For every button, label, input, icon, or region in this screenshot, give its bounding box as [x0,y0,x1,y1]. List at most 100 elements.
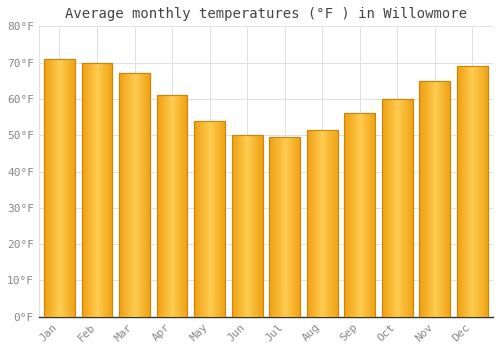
Bar [447,81,448,317]
Bar [216,121,217,317]
Bar [220,121,221,317]
Bar [422,81,424,317]
Bar [48,59,49,317]
Bar [138,74,140,317]
Bar [311,130,312,317]
Bar [202,121,203,317]
Bar [480,66,482,317]
Bar [175,95,176,317]
Bar [368,113,369,317]
Bar [297,137,298,317]
Bar [72,59,73,317]
Bar [428,81,430,317]
Bar [384,99,385,317]
Bar [130,74,132,317]
Bar [463,66,464,317]
Bar [312,130,313,317]
Bar [442,81,443,317]
Bar [102,63,103,317]
Bar [250,135,252,317]
Bar [204,121,206,317]
Bar [247,135,248,317]
Bar [232,135,233,317]
Bar [258,135,260,317]
Bar [145,74,146,317]
Bar [186,95,188,317]
Bar [466,66,468,317]
Bar [56,59,58,317]
Bar [324,130,326,317]
Bar [134,74,136,317]
Bar [45,59,46,317]
Bar [445,81,446,317]
Bar [356,113,358,317]
Bar [307,130,338,317]
Bar [393,99,394,317]
Bar [246,135,247,317]
Bar [295,137,296,317]
Bar [47,59,48,317]
Bar [82,63,112,317]
Bar [358,113,359,317]
Bar [184,95,186,317]
Bar [58,59,59,317]
Bar [208,121,210,317]
Bar [156,95,188,317]
Bar [64,59,66,317]
Bar [110,63,112,317]
Bar [70,59,72,317]
Bar [106,63,108,317]
Bar [282,137,284,317]
Bar [132,74,134,317]
Bar [240,135,241,317]
Bar [404,99,406,317]
Bar [348,113,350,317]
Bar [252,135,254,317]
Bar [432,81,433,317]
Bar [200,121,202,317]
Bar [382,99,412,317]
Bar [359,113,360,317]
Bar [122,74,123,317]
Bar [144,74,145,317]
Bar [121,74,122,317]
Bar [387,99,388,317]
Bar [344,113,375,317]
Bar [487,66,488,317]
Bar [148,74,149,317]
Bar [371,113,372,317]
Bar [276,137,278,317]
Bar [362,113,363,317]
Bar [437,81,438,317]
Bar [309,130,310,317]
Bar [156,95,158,317]
Bar [180,95,182,317]
Bar [314,130,315,317]
Bar [206,121,208,317]
Bar [408,99,410,317]
Bar [426,81,428,317]
Bar [383,99,384,317]
Bar [370,113,371,317]
Bar [316,130,317,317]
Bar [182,95,184,317]
Bar [169,95,170,317]
Bar [435,81,436,317]
Bar [382,99,412,317]
Bar [119,74,120,317]
Bar [462,66,463,317]
Bar [369,113,370,317]
Bar [291,137,292,317]
Bar [317,130,318,317]
Bar [238,135,239,317]
Bar [177,95,178,317]
Bar [391,99,392,317]
Bar [233,135,234,317]
Bar [224,121,225,317]
Bar [363,113,364,317]
Bar [163,95,164,317]
Bar [178,95,180,317]
Bar [84,63,86,317]
Bar [96,63,97,317]
Bar [328,130,330,317]
